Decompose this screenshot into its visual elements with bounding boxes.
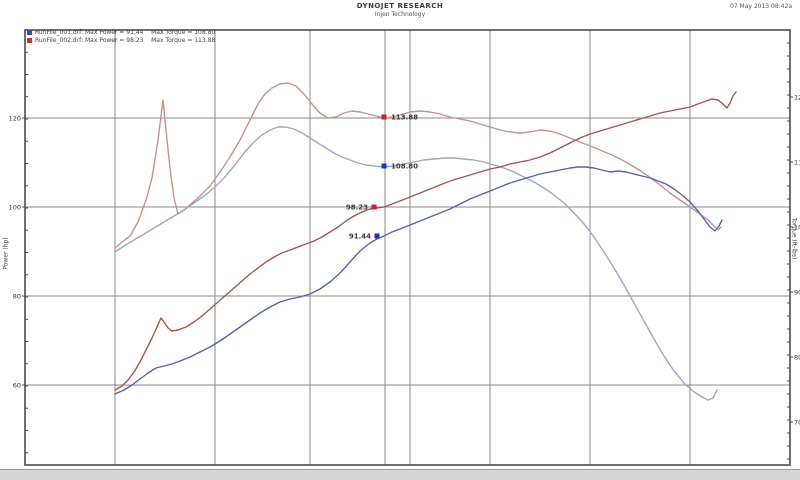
y-left-axis-title: Power (hp): [2, 237, 10, 270]
legend-item-run-1-stock: RunFile_001.drf: Max Power = 91.44 Max T…: [27, 28, 215, 36]
y-left-tick-label: 100: [9, 204, 21, 212]
cursor-marker: [371, 204, 377, 210]
chart-title: DYNOJET RESEARCH: [356, 2, 444, 10]
chart-subtitle: Injen Technology: [374, 10, 426, 18]
y-right-tick-label: 90: [794, 289, 800, 297]
cursor-marker: [374, 233, 380, 239]
curve-torque-run1-stock: [114, 126, 718, 401]
cursor-value-label: 113.88: [391, 114, 418, 122]
y-left-tick-label: 80: [13, 293, 21, 301]
y-right-tick-label: 120: [794, 94, 800, 102]
cursor-value-label: 108.80: [391, 163, 418, 171]
plot-border: [24, 29, 791, 466]
chart-title-block: DYNOJET RESEARCH Injen Technology: [0, 2, 800, 18]
legend-item-label: RunFile_002.drf: Max Power = 98.23 Max T…: [35, 36, 216, 44]
y-left-tick-label: 60: [13, 382, 21, 390]
legend-item-label: RunFile_001.drf: Max Power = 91.44 Max T…: [35, 28, 216, 36]
cursor-marker: [381, 114, 387, 120]
chart-legend: RunFile_001.drf: Max Power = 91.44 Max T…: [27, 28, 215, 44]
legend-item-run-2-intake: RunFile_002.drf: Max Power = 98.23 Max T…: [27, 36, 215, 44]
curve-power-run1-stock: [114, 166, 723, 395]
window-bottom-strip: [0, 469, 800, 480]
legend-swatch-icon: [27, 37, 32, 43]
y-left-tick-label: 120: [9, 115, 21, 123]
legend-swatch-icon: [27, 29, 32, 35]
report-date: 07 May 2013 08:42a: [730, 3, 792, 10]
cursor-marker: [381, 163, 387, 169]
cursor-value-label: 98.23: [346, 204, 368, 212]
y-right-tick-label: 70: [794, 419, 800, 427]
y-right-tick-label: 110: [794, 159, 800, 167]
cursor-value-label: 91.44: [349, 233, 371, 241]
curve-power-run2-intake: [114, 91, 737, 391]
y-right-tick-label: 100: [794, 224, 800, 232]
y-right-tick-label: 80: [794, 354, 800, 362]
y-right-axis-title: Torque (ft-lbs): [790, 217, 798, 260]
